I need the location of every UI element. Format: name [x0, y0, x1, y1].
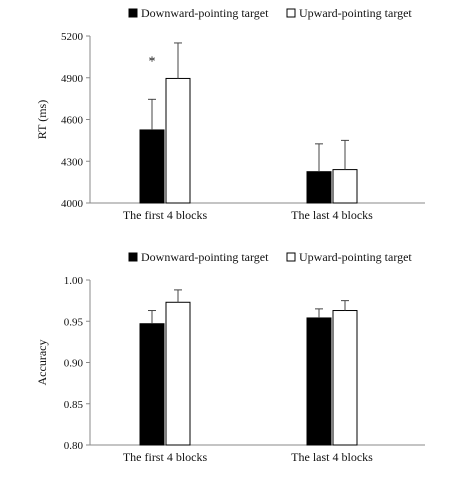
- category-label: The first 4 blocks: [123, 450, 208, 464]
- y-tick-label: 4300: [61, 156, 84, 168]
- significance-marker: *: [149, 54, 156, 69]
- bar-upward: [332, 169, 358, 204]
- legend-label: Upward-pointing target: [299, 6, 412, 20]
- y-axis-title: Accuracy: [35, 340, 49, 386]
- category-label: The last 4 blocks: [291, 208, 373, 222]
- legend-swatch: [286, 8, 296, 18]
- chart-2: 0.80 0.85 0.90 0.95 1.00 Accuracy The first 4 …: [35, 250, 425, 464]
- bar-upward: [165, 301, 191, 446]
- bar-downward: [306, 171, 332, 204]
- legend: Downward-pointing target Upward-pointing …: [128, 250, 412, 264]
- y-tick-label: 0.95: [64, 316, 84, 328]
- legend: Downward-pointing target Upward-pointing …: [128, 6, 412, 20]
- bar-upward: [332, 310, 358, 446]
- bar-downward: [139, 129, 165, 204]
- y-tick-label: 4900: [61, 73, 84, 85]
- legend-swatch: [128, 252, 138, 262]
- y-tick-label: 4000: [61, 198, 84, 210]
- y-tick-label: 0.85: [64, 399, 84, 411]
- legend-label: Downward-pointing target: [141, 250, 269, 264]
- category-label: The last 4 blocks: [291, 450, 373, 464]
- bar-upward: [165, 77, 191, 204]
- bar-downward: [139, 323, 165, 446]
- legend-swatch: [286, 252, 296, 262]
- chart-1: 4000 4300 4600 4900 5200 RT (ms) The first 4 b…: [35, 6, 425, 222]
- y-tick-label: 1.00: [64, 275, 84, 287]
- y-tick-label: 4600: [61, 115, 84, 127]
- bar-downward: [306, 317, 332, 446]
- category-label: The first 4 blocks: [123, 208, 208, 222]
- y-axis-title: RT (ms): [35, 100, 49, 139]
- y-tick-label: 5200: [61, 31, 84, 43]
- y-tick-label: 0.80: [64, 440, 84, 452]
- legend-label: Upward-pointing target: [299, 250, 412, 264]
- legend-label: Downward-pointing target: [141, 6, 269, 20]
- legend-swatch: [128, 8, 138, 18]
- y-tick-label: 0.90: [64, 358, 84, 370]
